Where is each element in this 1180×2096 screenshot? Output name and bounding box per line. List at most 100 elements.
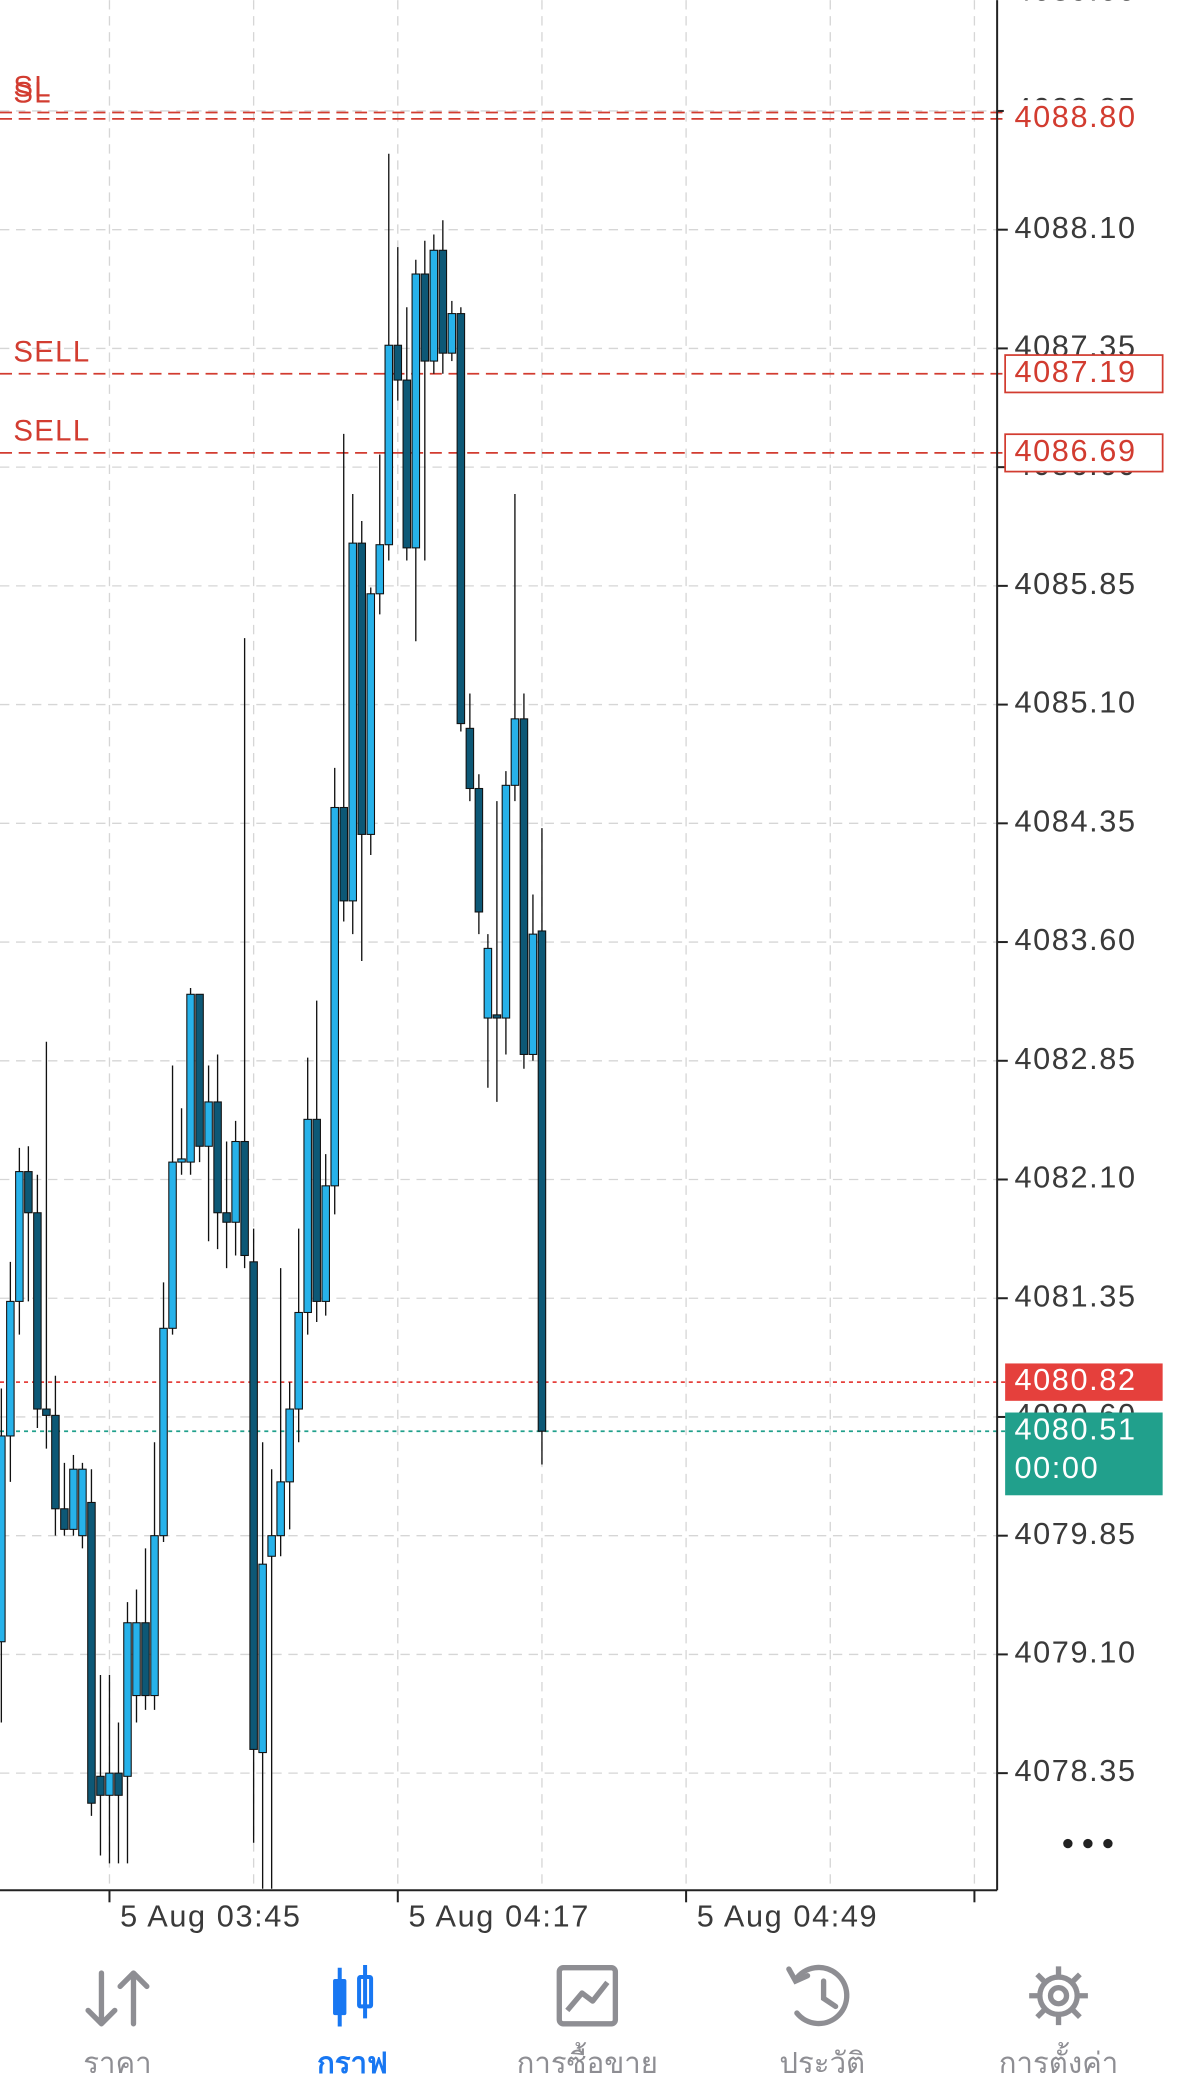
bear-candle-body [51, 1414, 60, 1510]
bull-candle-body [384, 344, 394, 546]
bear-candle-body [222, 1212, 231, 1223]
bull-candle-body [186, 993, 195, 1163]
chart-icon [333, 1965, 374, 2027]
tab-label[interactable]: ราคา [83, 2047, 151, 2080]
y-tick-label: 4078.35 [1014, 1753, 1136, 1788]
x-tick-label: 5 Aug 03:45 [120, 1898, 301, 1933]
bull-candle-body [294, 1311, 303, 1410]
bull-candle-body [105, 1772, 114, 1796]
bull-candle-body [510, 718, 520, 786]
bar-countdown: 00:00 [1014, 1450, 1099, 1485]
x-tick-label: 5 Aug 04:17 [408, 1898, 589, 1933]
y-tick-label: 4089.60 [1014, 0, 1136, 7]
price-label-box [1004, 354, 1164, 394]
bear-candle-body [87, 1501, 96, 1804]
bull-candle-body [366, 593, 376, 835]
bear-candle-body [42, 1408, 51, 1416]
bull-candle-body [0, 1435, 6, 1643]
order-label: SL [13, 70, 52, 103]
tab-label[interactable]: ประวัติ [779, 2047, 865, 2080]
bull-candle-body [528, 933, 538, 1055]
bull-candle-body [258, 1563, 267, 1754]
bull-candle-body [501, 784, 511, 1019]
bear-candle-body [357, 542, 367, 835]
bull-candle-body [321, 1185, 330, 1302]
y-tick-label: 4079.85 [1014, 1516, 1136, 1551]
bear-candle-body [249, 1261, 258, 1750]
bull-candle-body [150, 1535, 159, 1697]
bear-candle-body [438, 249, 448, 354]
bull-candle-body [6, 1300, 15, 1437]
bear-candle-body [195, 993, 204, 1147]
bull-candle-body [78, 1468, 87, 1537]
bull-candle-body [159, 1327, 168, 1537]
bull-candle-body [231, 1140, 240, 1223]
dot [1103, 1838, 1113, 1849]
bull-candle-body [429, 249, 439, 362]
y-tick-label: 4088.10 [1014, 210, 1136, 245]
bull-candle-body [15, 1171, 24, 1302]
y-tick-label: 4083.60 [1014, 922, 1136, 957]
y-tick-label: 4085.85 [1014, 566, 1136, 601]
bear-candle-body [456, 313, 466, 725]
bull-candle-body [411, 273, 421, 549]
dot [1083, 1838, 1093, 1849]
bear-candle-body [96, 1775, 105, 1796]
bull-candle-body [123, 1622, 132, 1777]
order-label: SELL [13, 335, 90, 368]
bear-candle-body [114, 1772, 123, 1796]
bull-candle-body [447, 313, 457, 354]
bear-candle-body [33, 1212, 42, 1410]
bear-candle-body [519, 718, 529, 1055]
price-label: 4080.51 [1014, 1411, 1136, 1446]
tab-label[interactable]: การซื้อขาย [517, 2042, 658, 2080]
bull-candle-body [204, 1101, 213, 1147]
price-label-box [1005, 1412, 1163, 1496]
bull-candle-body [69, 1468, 78, 1530]
tab-bar: ราคา กราฟ การซื้อขาย ประวัติ การตั้งค่า [83, 1964, 1119, 2080]
bear-candle-body [24, 1171, 33, 1214]
bear-candle-body [465, 727, 475, 790]
bear-candle-body [60, 1508, 69, 1530]
price-label: 4087.19 [1014, 354, 1136, 389]
y-tick-label: 4079.10 [1014, 1635, 1136, 1670]
tab-label[interactable]: การตั้งค่า [999, 2042, 1119, 2080]
bull-candle-body [483, 947, 493, 1019]
x-tick-label: 5 Aug 04:49 [697, 1898, 878, 1933]
bear-candle-body [402, 379, 412, 549]
bear-candle-body [420, 273, 430, 362]
bear-candle-body [474, 787, 484, 913]
y-tick-label: 4082.85 [1014, 1041, 1136, 1076]
history-icon [786, 1964, 850, 2027]
quotes-icon [85, 1970, 150, 2027]
y-tick-label: 4085.10 [1014, 685, 1136, 720]
bear-candle-body [492, 1014, 502, 1019]
bull-candle-body [177, 1158, 186, 1163]
dot [1063, 1838, 1073, 1849]
bull-candle-body [303, 1118, 312, 1314]
settings-icon [1029, 1966, 1088, 2026]
bull-candle-body [348, 542, 358, 902]
price-label-box [1005, 1363, 1163, 1401]
bear-candle-body [537, 930, 547, 1432]
bear-candle-body [240, 1140, 249, 1257]
price-label-bg [1003, 100, 1172, 138]
bear-candle-body [141, 1622, 150, 1697]
bear-candle-body [312, 1118, 321, 1302]
bull-candle-body [330, 806, 339, 1187]
price-label-box [1004, 433, 1164, 473]
tab-label[interactable]: กราฟ [317, 2047, 388, 2080]
bear-candle-body [393, 344, 403, 381]
price-label: 4088.80 [1014, 99, 1136, 134]
more-button[interactable] [1063, 1838, 1113, 1849]
bull-candle-body [276, 1481, 285, 1537]
order-label: SL [13, 77, 52, 110]
order-label: SELL [13, 415, 90, 448]
price-label: 4086.69 [1014, 433, 1136, 468]
bear-candle-body [213, 1101, 222, 1214]
bear-candle-body [339, 806, 348, 902]
